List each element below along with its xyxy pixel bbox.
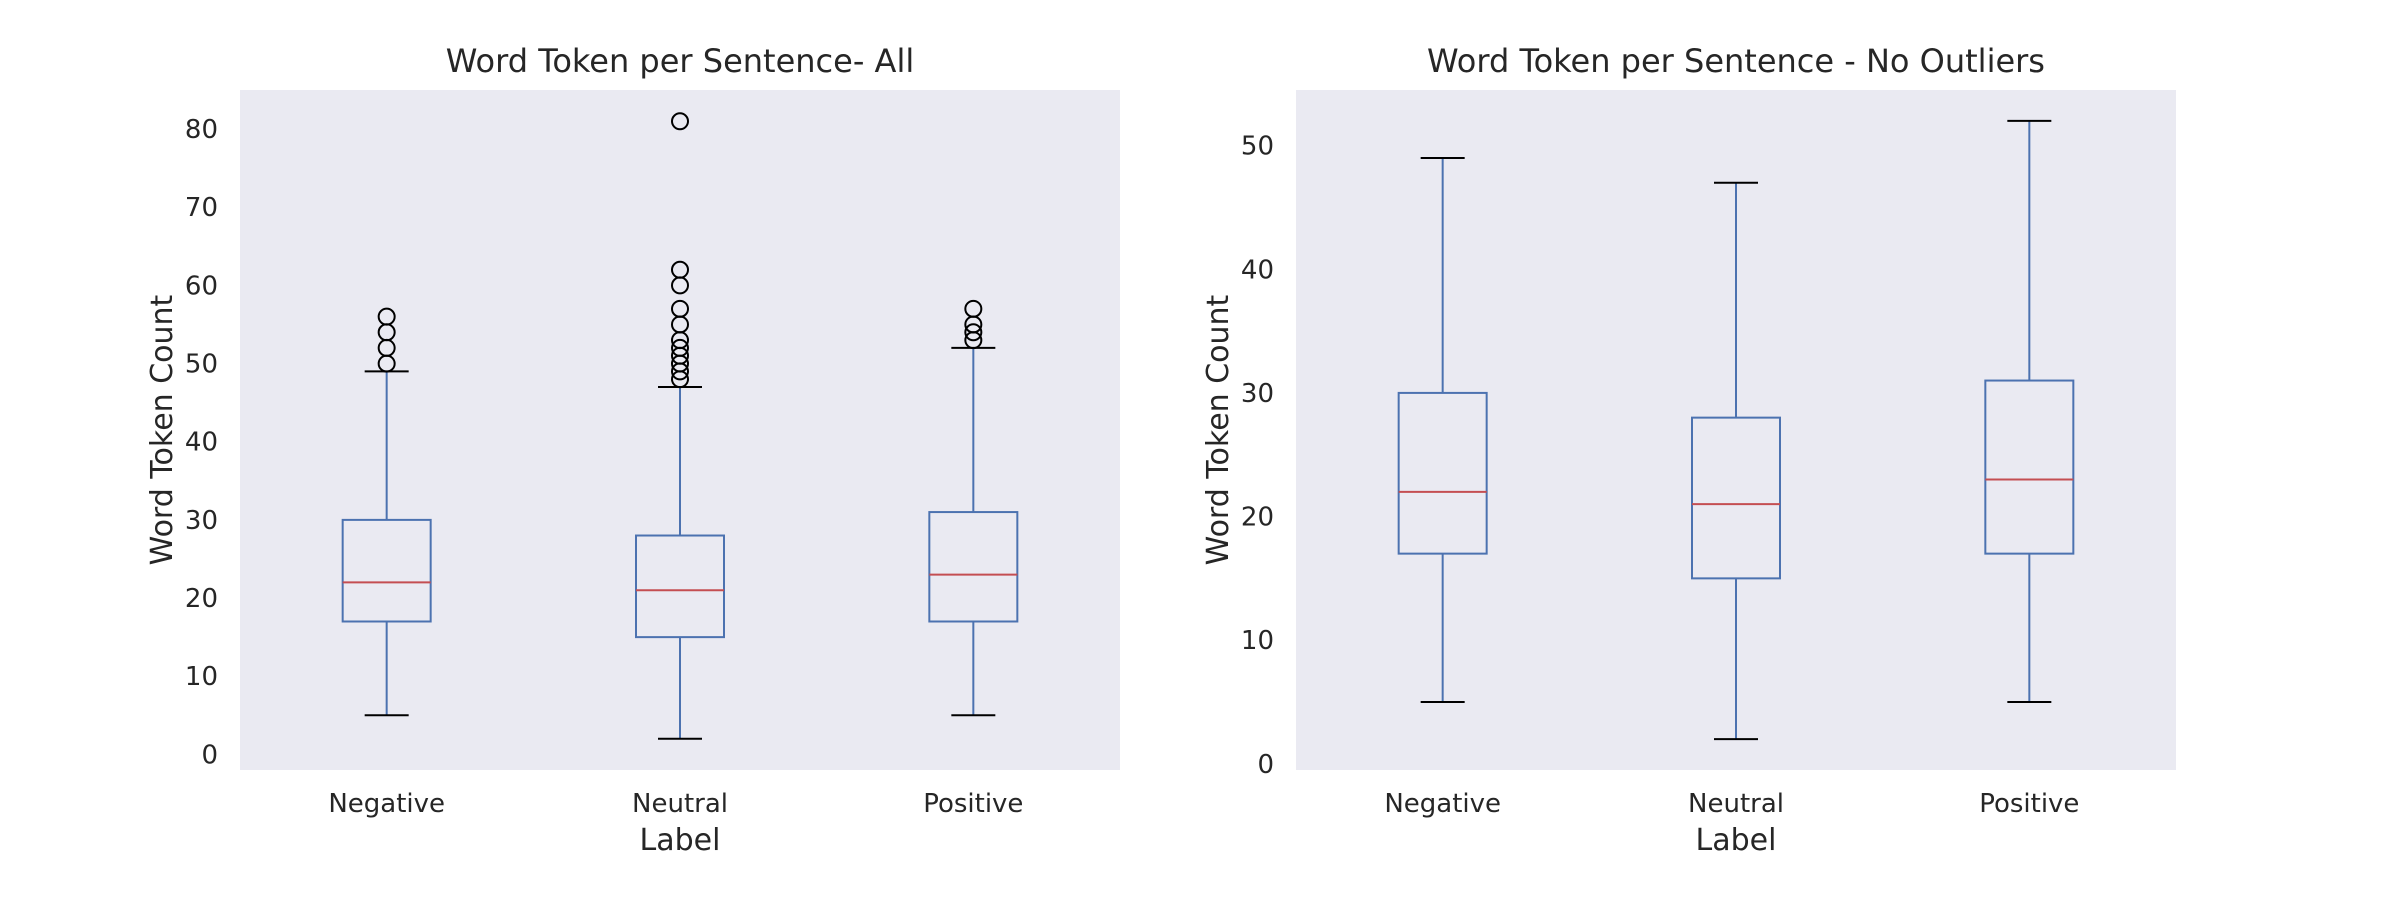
iqr-box bbox=[1397, 391, 1488, 555]
box-negative bbox=[341, 307, 432, 717]
iqr-box bbox=[928, 511, 1019, 623]
outlier-point bbox=[964, 299, 983, 318]
y-tick-label: 30 bbox=[1241, 379, 1274, 409]
y-tick-label: 10 bbox=[1241, 626, 1274, 656]
y-tick-labels: 0 10 20 30 40 50 60 70 80 bbox=[185, 115, 218, 770]
x-tick-labels: Negative Neutral Positive bbox=[328, 789, 1023, 819]
x-tick-label: Positive bbox=[923, 789, 1023, 819]
x-axis-label: Label bbox=[1696, 823, 1777, 858]
x-tick-label: Positive bbox=[1979, 789, 2079, 819]
y-tick-label: 80 bbox=[185, 115, 218, 145]
box-negative bbox=[1397, 157, 1488, 703]
y-tick-label: 0 bbox=[1257, 750, 1274, 780]
x-tick-label: Neutral bbox=[632, 789, 728, 819]
x-tick-label: Neutral bbox=[1688, 789, 1784, 819]
chart-title: Word Token per Sentence- All bbox=[446, 42, 914, 80]
y-tick-label: 0 bbox=[201, 740, 218, 770]
y-axis-label: Word Token Count bbox=[145, 294, 180, 565]
iqr-box bbox=[341, 518, 432, 623]
x-tick-labels: Negative Neutral Positive bbox=[1384, 789, 2079, 819]
outlier-point bbox=[671, 299, 689, 318]
box-neutral bbox=[635, 112, 725, 740]
y-axis-label: Word Token Count bbox=[1201, 294, 1236, 565]
outlier-point bbox=[671, 260, 689, 279]
y-tick-label: 10 bbox=[185, 662, 218, 692]
iqr-box bbox=[1984, 379, 2075, 555]
outlier-point bbox=[377, 307, 396, 326]
y-tick-label: 50 bbox=[185, 350, 218, 380]
outlier-point bbox=[671, 112, 689, 131]
subplot-all: Word Token per Sentence- All Label Word … bbox=[145, 42, 1120, 858]
chart-title: Word Token per Sentence - No Outliers bbox=[1427, 42, 2045, 80]
subplot-no-outliers: Word Token per Sentence - No Outliers La… bbox=[1201, 42, 2176, 858]
box-neutral bbox=[1691, 181, 1781, 741]
y-tick-label: 40 bbox=[1241, 255, 1274, 285]
box-positive bbox=[1984, 119, 2075, 703]
iqr-box bbox=[1691, 416, 1781, 580]
box-marks bbox=[1397, 119, 2075, 741]
outlier-point bbox=[964, 323, 983, 342]
y-tick-label: 40 bbox=[185, 428, 218, 458]
outlier-point bbox=[671, 338, 689, 357]
y-tick-label: 70 bbox=[185, 193, 218, 223]
x-tick-label: Negative bbox=[328, 789, 445, 819]
y-tick-labels: 0 10 20 30 40 50 bbox=[1241, 132, 1274, 780]
iqr-box bbox=[635, 534, 725, 639]
box-positive bbox=[928, 299, 1019, 717]
y-tick-label: 20 bbox=[185, 584, 218, 614]
y-tick-label: 20 bbox=[1241, 503, 1274, 533]
y-tick-label: 50 bbox=[1241, 132, 1274, 162]
x-axis-label: Label bbox=[640, 823, 721, 858]
x-tick-label: Negative bbox=[1384, 789, 1501, 819]
box-marks bbox=[341, 112, 1019, 740]
y-tick-label: 30 bbox=[185, 506, 218, 536]
y-tick-label: 60 bbox=[185, 271, 218, 301]
